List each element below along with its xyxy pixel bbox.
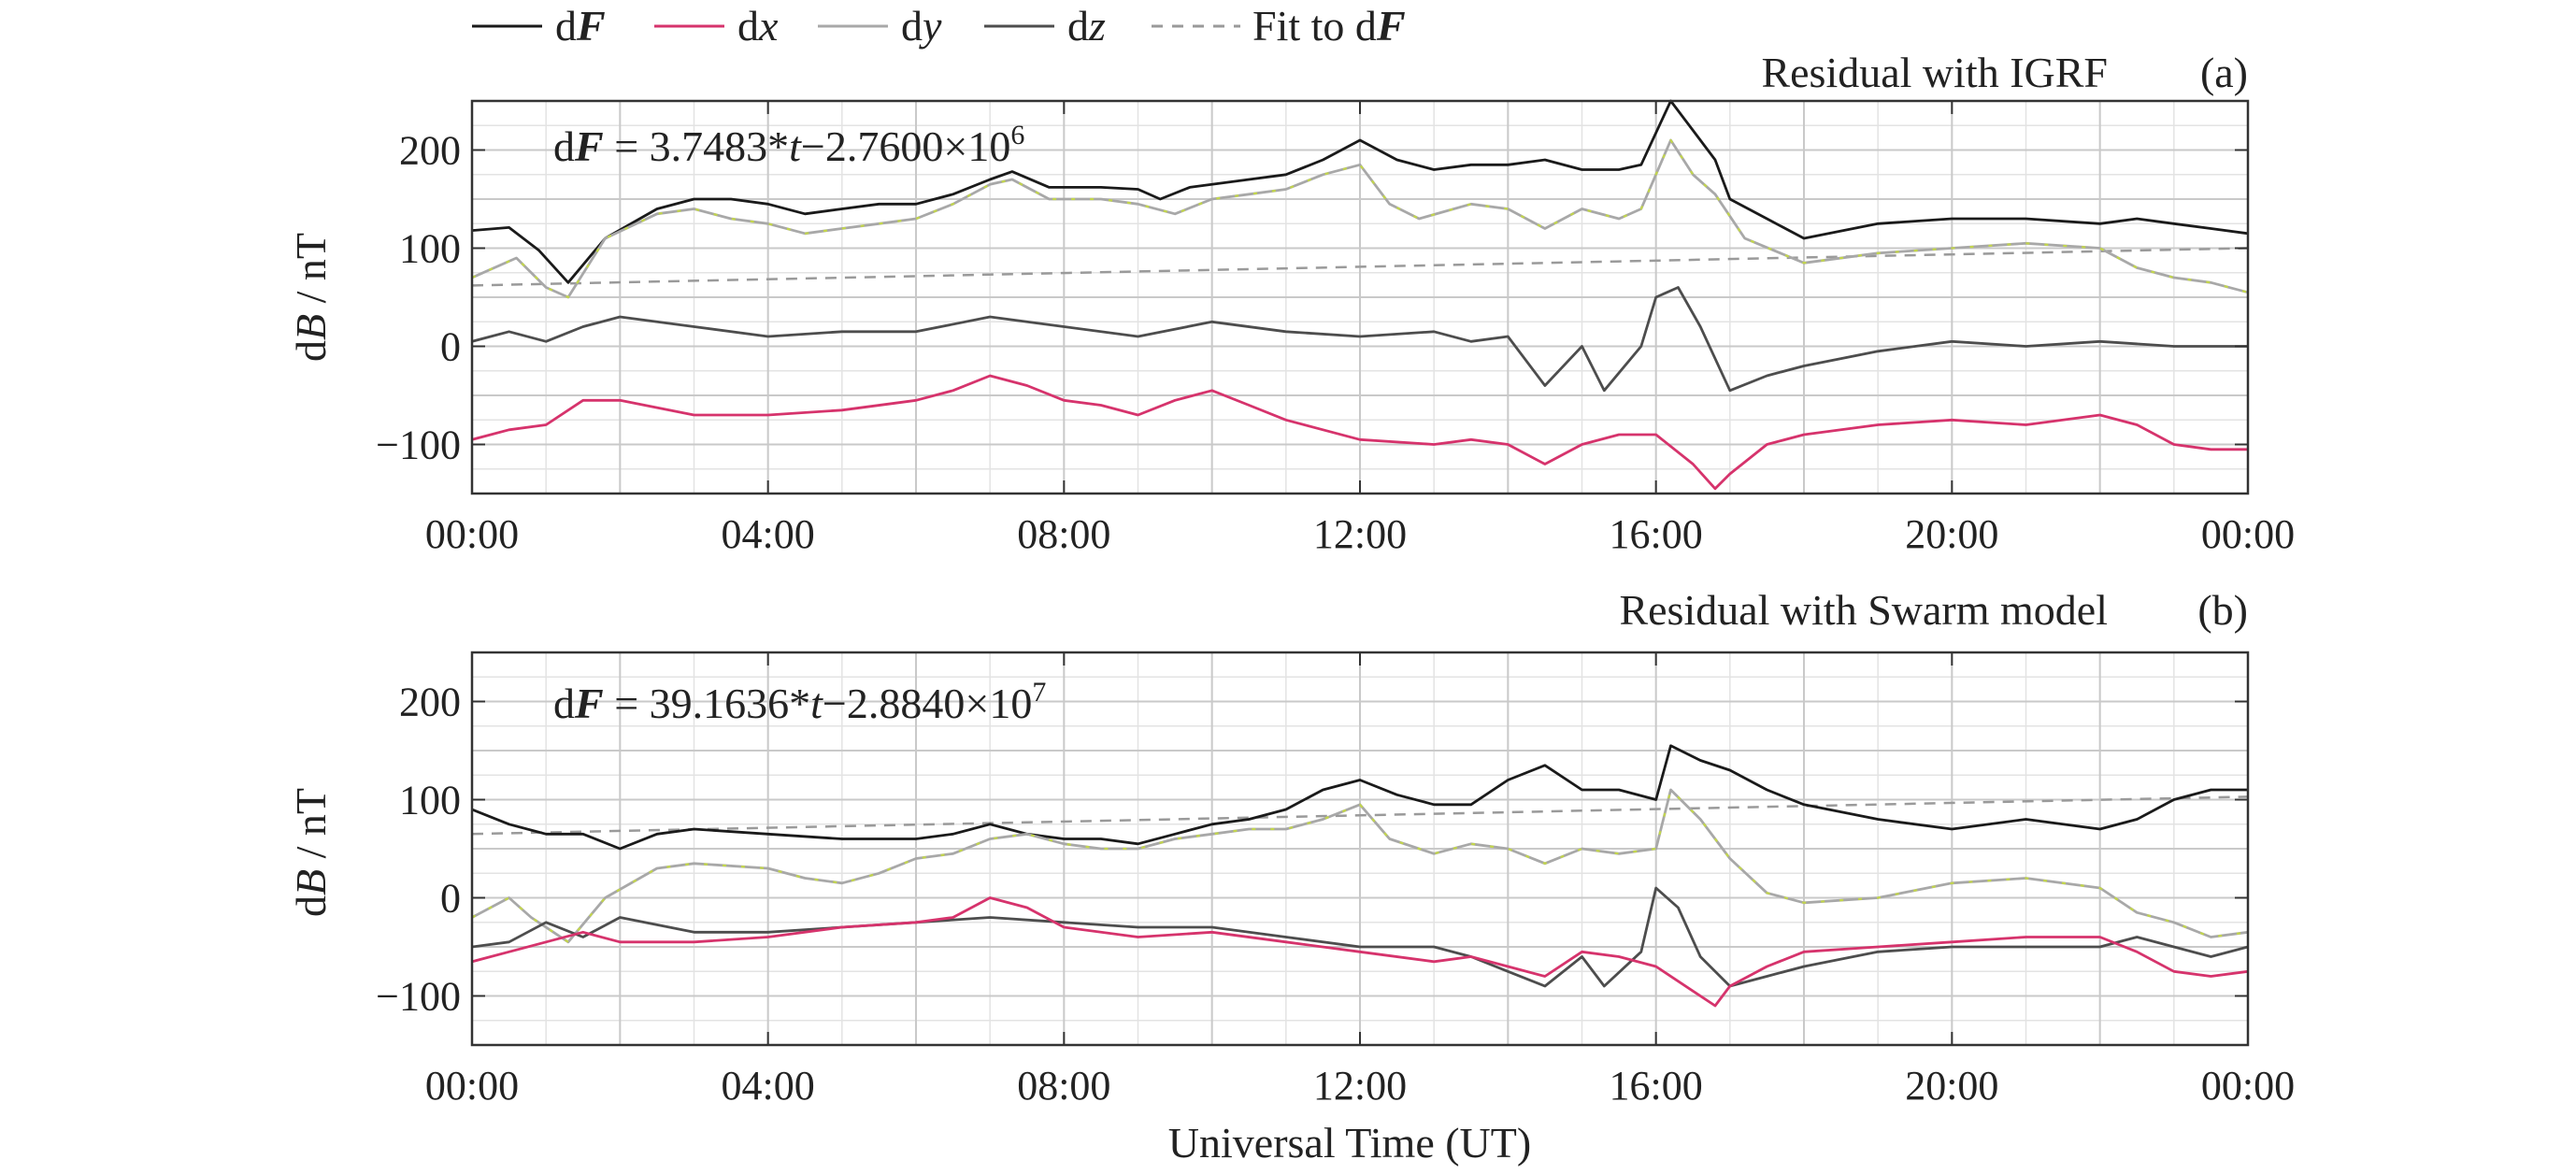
y-tick-label: 200 [399, 128, 461, 174]
y-axis-label: dB / nT [287, 788, 335, 917]
y-tick-label: 200 [399, 680, 461, 725]
x-tick-label: 04:00 [722, 511, 815, 557]
series-line-dF [471, 99, 2249, 284]
legend-item-fit: Fit to dF [1152, 2, 1406, 50]
x-axis-title: Universal Time (UT) [1168, 1119, 1531, 1167]
panel-title: Residual with IGRF [1761, 49, 2108, 96]
panel-letter: (b) [2197, 586, 2248, 634]
ticks-layer: −100 0 100 200 00:00 04:00 08:00 12:00 16:00 20:0… [376, 652, 2295, 1109]
series-line-dz [471, 886, 2249, 988]
y-tick-label: 100 [399, 778, 461, 823]
x-tick-label: 00:00 [2201, 511, 2295, 557]
legend-item-dz: dz [984, 2, 1106, 50]
legend-label-dz: dz [1067, 2, 1106, 50]
legend-label-dy: dy [901, 2, 942, 50]
fit-layer [471, 247, 2249, 287]
x-tick-label: 00:00 [425, 511, 519, 557]
series-highlight-dy [471, 138, 2249, 299]
x-tick-label: 04:00 [722, 1063, 815, 1109]
x-tick-label: 16:00 [1610, 1063, 1703, 1109]
legend-label-dx: dx [737, 2, 779, 50]
series-line-dx [471, 374, 2248, 491]
series-highlight-dy [471, 788, 2249, 943]
fit-formula: dF = 3.7483*t−2.7600×106 [553, 120, 1024, 170]
x-tick-label: 12:00 [1313, 511, 1407, 557]
series-line-dF [471, 744, 2248, 851]
x-tick-label: 08:00 [1017, 1063, 1110, 1109]
legend-item-dF: dF [472, 2, 606, 50]
y-axis-label: dB / nT [287, 233, 335, 362]
panel-title: Residual with Swarm model [1619, 586, 2108, 634]
x-tick-label: 12:00 [1313, 1063, 1407, 1109]
legend-label-fit: Fit to dF [1252, 2, 1406, 50]
fit-line [471, 247, 2249, 287]
series-layer [471, 99, 2249, 491]
y-tick-label: −100 [376, 422, 461, 468]
x-tick-label: 16:00 [1610, 511, 1703, 557]
fit-layer [471, 795, 2249, 836]
panel-b: Residual with Swarm model (b) −100 0 100 20… [287, 586, 2295, 1109]
legend-item-dx: dx [654, 2, 779, 50]
y-tick-label: −100 [376, 974, 461, 1020]
series-line-dx [471, 896, 2249, 1008]
legend: dF dx dy dz Fit to dF [472, 2, 1406, 50]
y-tick-label: 100 [399, 226, 461, 272]
y-tick-label: 0 [440, 324, 461, 370]
x-tick-label: 00:00 [2201, 1063, 2295, 1109]
fit-line [471, 795, 2249, 836]
legend-label-dF: dF [555, 2, 606, 50]
panel-letter: (a) [2200, 49, 2248, 96]
y-tick-label: 0 [440, 876, 461, 922]
series-line-dz [471, 286, 2248, 393]
x-tick-label: 08:00 [1017, 511, 1110, 557]
x-tick-label: 00:00 [425, 1063, 519, 1109]
fit-formula: dF = 39.1636*t−2.8840×107 [553, 677, 1046, 727]
x-tick-label: 20:00 [1905, 1063, 1998, 1109]
legend-item-dy: dy [818, 2, 942, 50]
series-layer [471, 744, 2249, 1008]
panel-a: Residual with IGRF (a) −100 0 100 200 00:00 0… [287, 49, 2295, 557]
ticks-layer: −100 0 100 200 00:00 04:00 08:00 12:00 16:00 20:0… [376, 101, 2295, 557]
x-tick-label: 20:00 [1905, 511, 1998, 557]
